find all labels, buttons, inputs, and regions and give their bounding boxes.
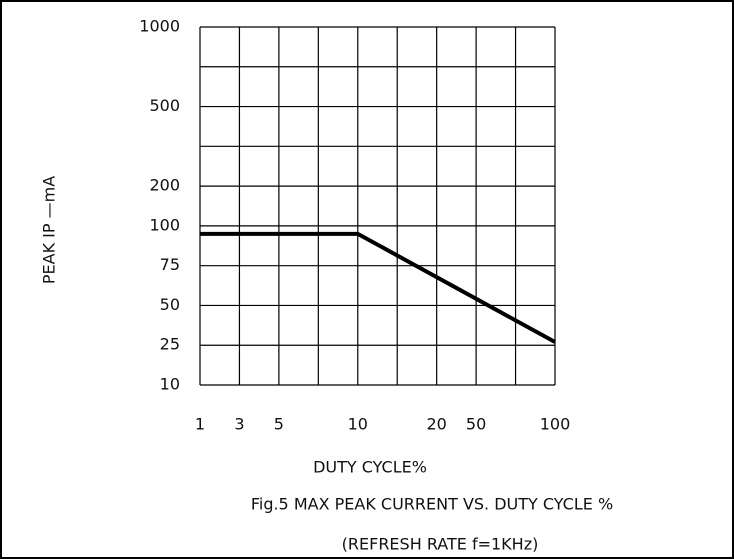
- y-axis-label: PEAK IP —mA: [40, 176, 59, 284]
- x-tick-label: 20: [426, 415, 446, 434]
- y-tick-label: 75: [160, 255, 180, 274]
- y-tick-label: 25: [160, 335, 180, 354]
- data-line: [200, 231, 556, 344]
- x-tick-label: 5: [274, 415, 284, 434]
- chart-title: Fig.5 MAX PEAK CURRENT VS. DUTY CYCLE %: [251, 495, 613, 514]
- x-tick-label: 100: [540, 415, 571, 434]
- x-tick-label: 10: [348, 415, 368, 434]
- x-tick-label: 1: [195, 415, 205, 434]
- x-axis-label: DUTY CYCLE%: [313, 458, 427, 477]
- y-tick-label: 100: [149, 215, 180, 234]
- y-tick-label: 10: [160, 375, 180, 394]
- x-tick-label: 50: [466, 415, 486, 434]
- x-tick-label: 3: [234, 415, 244, 434]
- y-tick-label: 50: [160, 295, 180, 314]
- y-tick-label: 500: [149, 96, 180, 115]
- y-tick-label: 200: [149, 176, 180, 195]
- chart-subtitle: (REFRESH RATE f=1KHz): [342, 535, 539, 554]
- y-tick-label: 1000: [139, 17, 180, 36]
